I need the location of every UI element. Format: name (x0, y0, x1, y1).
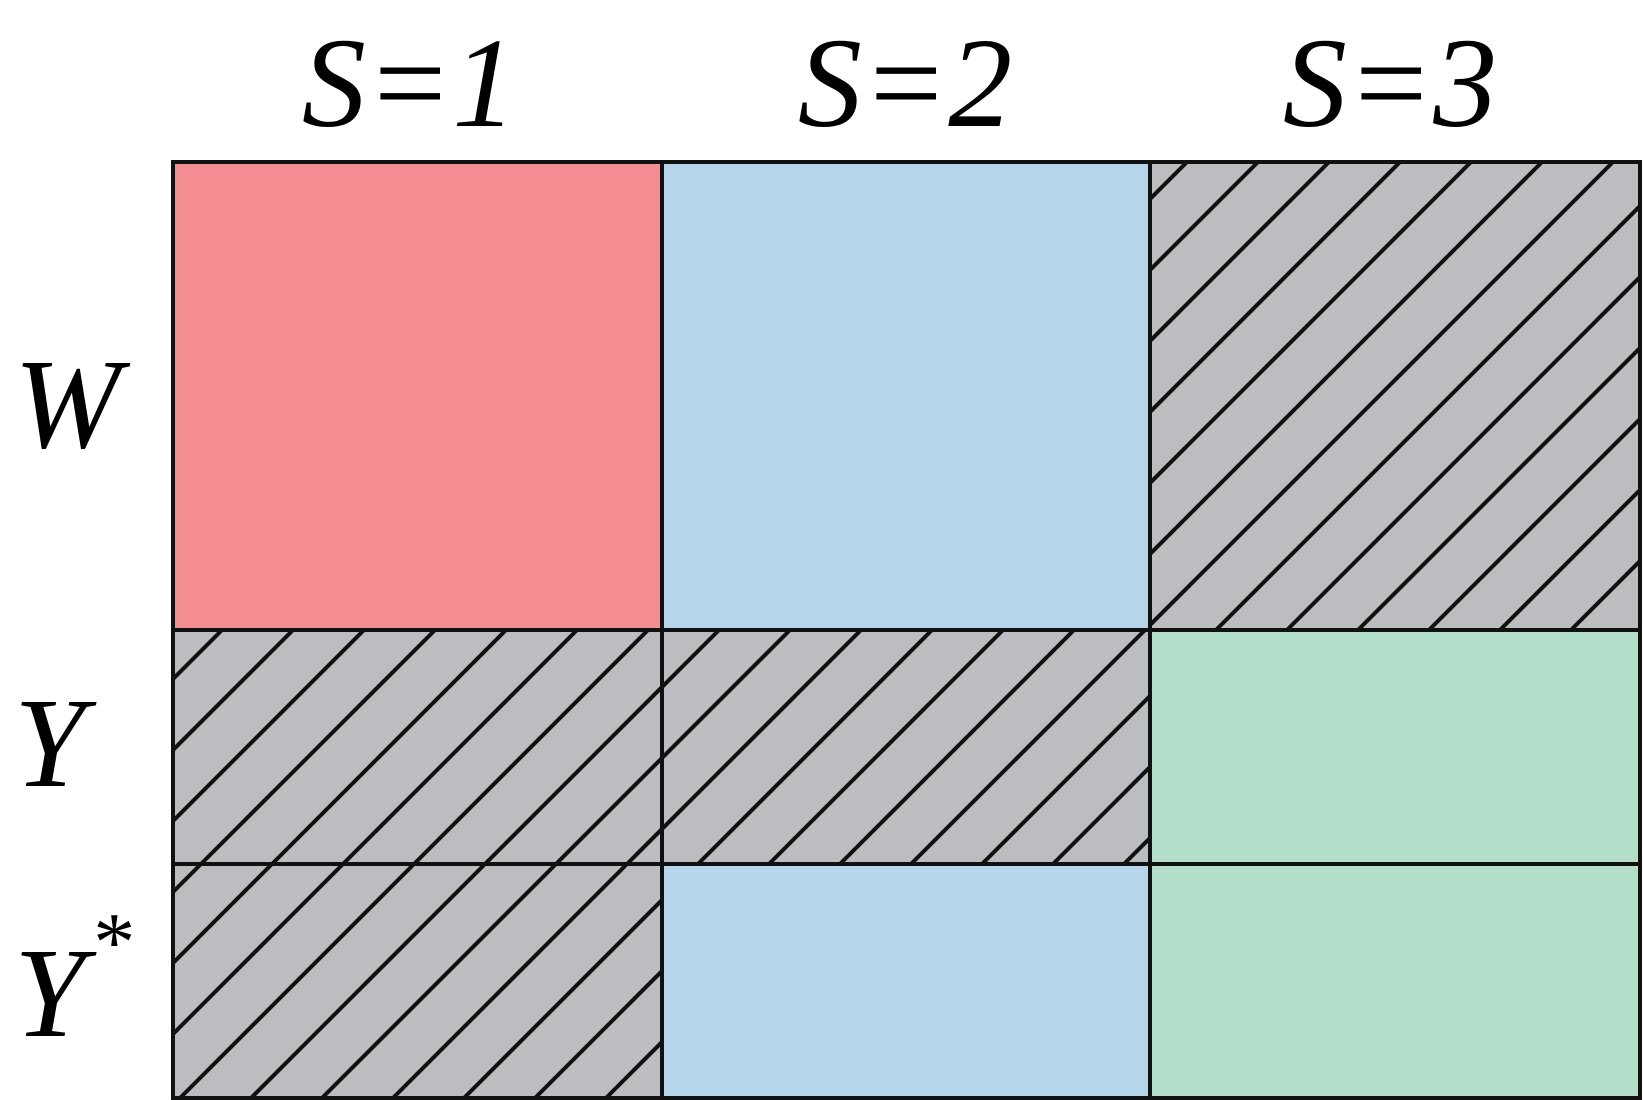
hatch-line (1150, 162, 1615, 628)
cell-y-star-s2 (662, 864, 1150, 1098)
hatch-line (178, 864, 416, 1098)
hatch-line (1150, 162, 1331, 344)
row-label-y-star-superscript: * (93, 896, 135, 989)
row-label-y-star-letter: Y (14, 922, 97, 1064)
hatch-line (320, 864, 558, 1098)
hatch-line (462, 897, 662, 1098)
hatch-line (1285, 276, 1638, 630)
hatch-line (1356, 347, 1638, 630)
hatch-line (909, 630, 1147, 864)
row-label-y: Y (14, 672, 97, 814)
hatch-y-s1 (173, 630, 662, 864)
hatch-line (662, 630, 792, 761)
hatch-line (1150, 162, 1402, 415)
hatch-line (767, 630, 1005, 864)
cell-w-s1 (173, 162, 662, 630)
column-label-s2: S=2 (798, 12, 1012, 154)
hatch-line (199, 630, 437, 864)
row-label-y-star: Y* (14, 896, 135, 1064)
hatch-y-s2 (662, 630, 1150, 864)
hatch-line (1051, 764, 1150, 864)
hatch-line (533, 968, 662, 1098)
hatch-line (249, 864, 487, 1098)
hatch-line (554, 755, 662, 864)
grid-lines (171, 160, 1642, 1100)
hatch-line (1498, 489, 1638, 630)
column-label-s3: S=3 (1283, 12, 1497, 154)
hatch-line (1214, 205, 1638, 630)
hatch-line (604, 1039, 662, 1098)
hatch-line (412, 630, 650, 864)
hatch-line (270, 630, 508, 864)
hatch-line (341, 630, 579, 864)
hatch-line (1150, 162, 1473, 486)
column-label-s1: S=1 (302, 12, 516, 154)
hatch-line (1150, 162, 1260, 273)
cell-w-s3 (1150, 162, 1640, 630)
hatch-w-s3 (1150, 162, 1638, 630)
cell-y-star-s1 (173, 864, 662, 1098)
cell-y-s3 (1150, 630, 1640, 864)
hatch-line (173, 864, 274, 966)
row-label-w: W (14, 333, 131, 475)
hatch-line (980, 693, 1150, 864)
hatch-line (391, 864, 629, 1098)
hatch-line (173, 630, 295, 753)
hatch-y-star-s1 (173, 864, 662, 1098)
hatch-line (483, 684, 662, 864)
cell-w-s2 (662, 162, 1150, 630)
hatch-line (662, 630, 721, 690)
hatch-line (173, 630, 366, 824)
hatch-layer (173, 162, 1638, 1098)
hatch-line (838, 630, 1076, 864)
hatch-line (173, 630, 224, 682)
hatch-line (1427, 418, 1638, 630)
hatch-line (662, 630, 863, 832)
hatch-line (173, 864, 345, 1037)
cell-y-star-s3 (1150, 864, 1640, 1098)
hatch-line (696, 630, 934, 864)
